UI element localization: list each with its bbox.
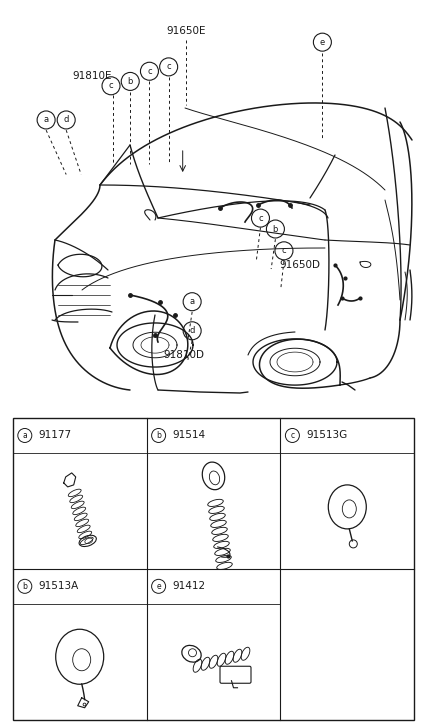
Bar bbox=[13, 418, 413, 720]
Text: 91513A: 91513A bbox=[39, 582, 79, 591]
Text: e: e bbox=[319, 38, 324, 47]
Text: b: b bbox=[22, 582, 27, 591]
Text: 91810E: 91810E bbox=[72, 71, 111, 81]
Text: 91412: 91412 bbox=[172, 582, 205, 591]
Text: c: c bbox=[147, 67, 151, 76]
Text: 91650E: 91650E bbox=[166, 25, 205, 36]
Text: a: a bbox=[23, 431, 27, 440]
Text: c: c bbox=[166, 63, 170, 71]
Text: a: a bbox=[43, 116, 49, 124]
Text: d: d bbox=[63, 116, 69, 124]
Text: c: c bbox=[290, 431, 294, 440]
Text: c: c bbox=[109, 81, 113, 90]
Text: 91810D: 91810D bbox=[163, 350, 204, 360]
Text: b: b bbox=[272, 225, 277, 233]
Text: 91513G: 91513G bbox=[306, 430, 347, 441]
Text: 91650D: 91650D bbox=[279, 260, 320, 270]
Text: b: b bbox=[156, 431, 161, 440]
Text: 91177: 91177 bbox=[39, 430, 72, 441]
Text: e: e bbox=[156, 582, 161, 591]
Text: c: c bbox=[258, 214, 262, 222]
Text: d: d bbox=[189, 326, 194, 335]
Text: a: a bbox=[189, 297, 194, 306]
Text: 91514: 91514 bbox=[172, 430, 205, 441]
Text: b: b bbox=[127, 77, 132, 86]
Text: c: c bbox=[281, 246, 285, 255]
